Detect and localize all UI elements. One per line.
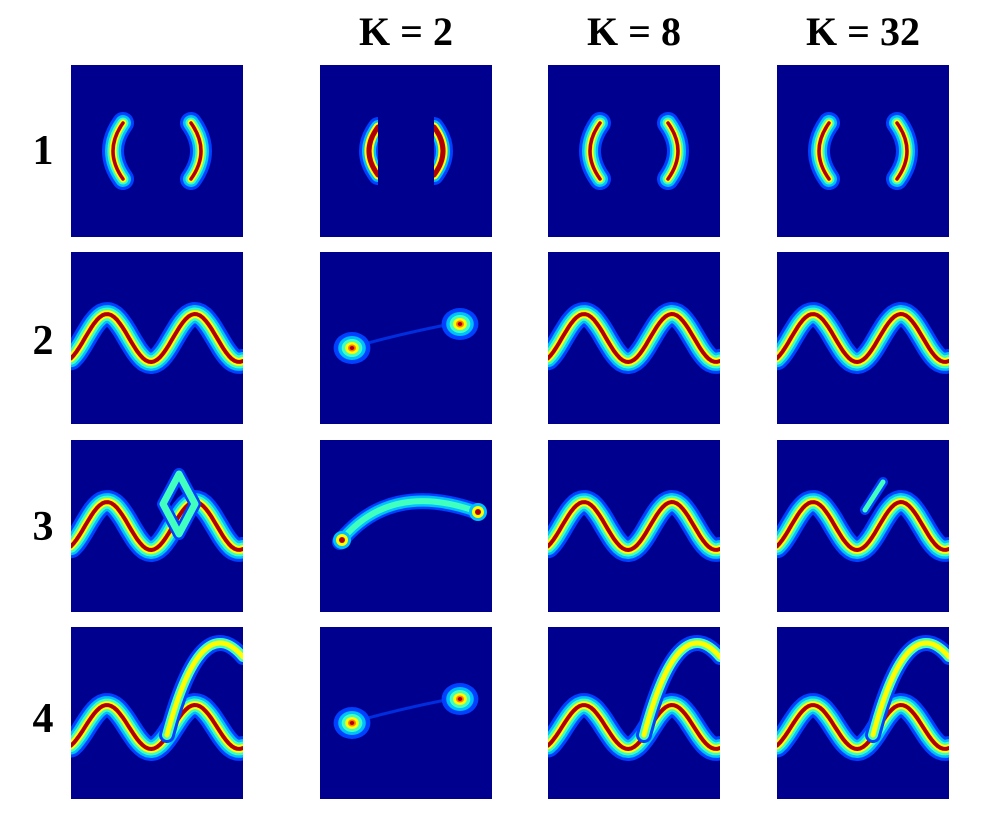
pattern-two-crescents: [102, 112, 212, 190]
wave-layer: [777, 312, 949, 364]
wave-layer: [777, 703, 949, 751]
pattern-sine-wave: [548, 302, 720, 374]
wave-layer: [71, 500, 243, 552]
blob: [475, 509, 481, 515]
crescent-layer: [895, 121, 909, 181]
panel-r3-c1: [71, 440, 243, 612]
crescent-layer: [588, 121, 602, 181]
row-label-4: 4: [32, 696, 54, 742]
pattern-two-blobs: [333, 683, 479, 739]
loop-layer: [159, 470, 199, 538]
wave-layer: [71, 312, 243, 364]
panel-background: [548, 65, 720, 237]
panel-r3-c3: [548, 440, 720, 612]
panel-r4-c4: [777, 627, 949, 799]
crescent-layer: [189, 121, 203, 181]
crescent-layer: [366, 124, 381, 178]
panel-r3-c4: [777, 440, 949, 612]
panel-r3-c2: [320, 440, 492, 612]
pattern-sine-wave: [71, 302, 243, 374]
pattern-sine-wave-with-fork: [777, 635, 949, 761]
column-header-k32: K = 32: [806, 9, 920, 54]
blob: [349, 346, 355, 350]
pattern-two-blobs: [333, 308, 479, 364]
panel-r4-c2: [320, 627, 492, 799]
fork-layer: [870, 640, 949, 738]
fork-layer: [641, 640, 720, 738]
pattern-sine-wave: [777, 302, 949, 374]
pattern-two-crescents: [579, 112, 689, 190]
crescent-layer: [817, 121, 831, 181]
blob: [349, 721, 355, 725]
wave-layer: [71, 703, 243, 751]
row-label-2: 2: [32, 318, 54, 364]
pattern-sine-wave-with-fork: [71, 635, 243, 761]
blob: [339, 537, 345, 543]
pattern-arc: [332, 493, 487, 550]
pattern-sine-wave: [548, 490, 720, 562]
crescent-layer: [431, 124, 446, 178]
branch-layer: [862, 479, 886, 513]
panel-r1-c1: [71, 65, 243, 237]
panel-r2-c2: [320, 252, 492, 424]
panel-r1-c2: [320, 65, 492, 237]
pattern-sine-wave-with-loop: [71, 468, 243, 562]
pattern-two-crescents: [808, 112, 918, 190]
crescent-layer: [111, 121, 125, 181]
crescent-layer: [666, 121, 680, 181]
panel-r2-c3: [548, 252, 720, 424]
panel-background: [71, 65, 243, 237]
row-label-3: 3: [32, 504, 54, 550]
panel-background: [320, 65, 492, 237]
panel-r4-c3: [548, 627, 720, 799]
panel-r2-c1: [71, 252, 243, 424]
pattern-two-crescents-truncated: [359, 117, 453, 185]
row-label-1: 1: [32, 128, 54, 174]
panel-r1-c3: [548, 65, 720, 237]
column-header-k2: K = 2: [359, 9, 453, 54]
panel-r2-c4: [777, 252, 949, 424]
wave-layer: [548, 703, 720, 751]
wave-layer: [548, 312, 720, 364]
arc-layer: [337, 498, 481, 545]
pattern-sine-wave-with-fork: [548, 635, 720, 761]
column-header-k8: K = 8: [587, 9, 681, 54]
wave-layer: [548, 500, 720, 552]
wave-layer: [777, 500, 949, 552]
blob: [457, 697, 463, 701]
panel-background: [777, 65, 949, 237]
fork-layer: [164, 640, 243, 738]
panel-r1-c4: [777, 65, 949, 237]
panel-r4-c1: [71, 627, 243, 799]
pattern-sine-wave-with-branch: [777, 477, 949, 562]
blob: [457, 322, 463, 326]
